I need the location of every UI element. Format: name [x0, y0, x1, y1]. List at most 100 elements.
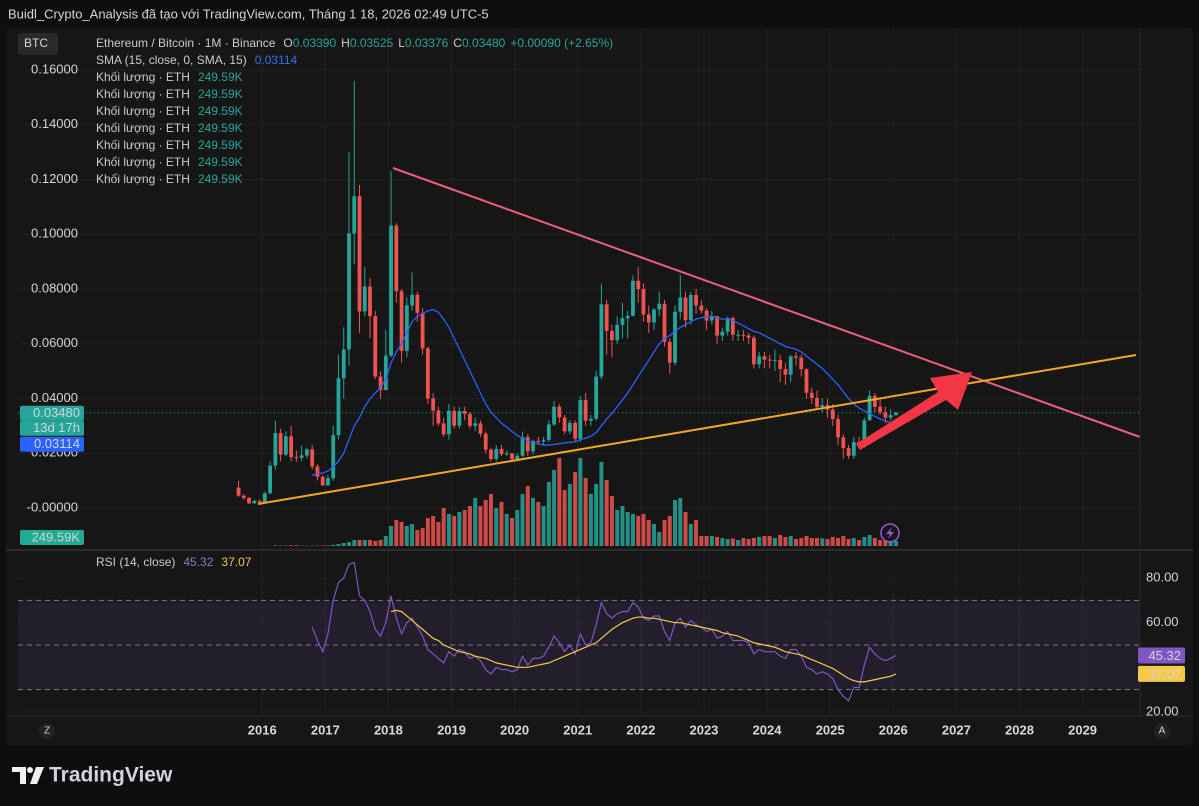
volume-bar — [541, 506, 546, 546]
volume-bar — [709, 536, 714, 546]
candle-body — [504, 453, 509, 455]
y-tick-label: 0.04000 — [31, 390, 78, 405]
candle-body — [867, 395, 872, 421]
candle-body — [715, 316, 719, 336]
candle-body — [462, 411, 467, 414]
volume-bar — [510, 518, 515, 546]
axis-button-label[interactable]: Z — [44, 726, 50, 737]
support-trendline — [257, 354, 1137, 505]
axis-button[interactable] — [1154, 723, 1170, 739]
volume-bar — [357, 540, 362, 546]
candle-body — [310, 449, 315, 467]
candle-body — [352, 196, 357, 234]
volume-bar — [325, 545, 330, 546]
candle-body — [273, 432, 278, 466]
candle-body — [483, 433, 488, 450]
candle-body — [378, 376, 383, 391]
volume-bar — [772, 538, 777, 546]
volume-bar — [730, 538, 735, 546]
axis-button[interactable] — [39, 723, 55, 739]
candle-body — [341, 349, 346, 379]
symbol-button-label[interactable]: BTC — [24, 36, 48, 50]
candle-body — [583, 400, 588, 421]
volume-legend-name: Khối lượng · ETH — [96, 87, 190, 101]
candle-body — [846, 448, 851, 456]
rsi-badge-label: 37.07 — [1148, 666, 1181, 681]
candle-body — [862, 420, 867, 445]
candle-body — [594, 376, 599, 419]
axis-button-label[interactable]: A — [1159, 726, 1166, 737]
candle-body — [736, 334, 741, 336]
x-tick-label: 2025 — [816, 722, 845, 737]
volume-bar — [767, 536, 772, 546]
volume-bar — [609, 496, 614, 546]
candle-body — [546, 424, 551, 440]
countdown-badge — [20, 420, 84, 436]
volume-bar — [394, 520, 399, 546]
candle-body — [404, 305, 409, 351]
candle-body — [478, 423, 483, 434]
candle-body — [841, 437, 846, 449]
symbol-button[interactable] — [18, 33, 58, 55]
volume-legend-value: 249.59K — [198, 104, 243, 118]
candle-body — [625, 315, 630, 319]
logo-mark — [12, 767, 26, 784]
x-tick-label: 2016 — [248, 722, 277, 737]
volume-bar — [851, 538, 856, 546]
volume-bar — [341, 543, 346, 546]
candle-body — [262, 493, 267, 503]
x-tick-label: 2018 — [374, 722, 403, 737]
candle-body — [336, 378, 341, 436]
volume-bar — [762, 536, 767, 546]
volume-legend-value: 249.59K — [198, 70, 243, 84]
candle-body — [520, 437, 525, 456]
candle-body — [252, 500, 257, 504]
candle-body — [562, 417, 567, 432]
y-tick-label: 60.00 — [1146, 614, 1179, 629]
countdown-label: 13d 17h — [33, 420, 80, 435]
candle-body — [783, 368, 788, 375]
volume-bar — [504, 514, 509, 546]
candle-body — [615, 324, 620, 341]
volume-bar — [678, 498, 683, 546]
rsi-badge — [1138, 647, 1185, 664]
candle-body — [673, 311, 677, 363]
candle-body — [699, 305, 704, 311]
candle-body — [730, 318, 735, 335]
volume-bar — [494, 508, 499, 546]
volume-bar — [588, 494, 593, 546]
volume-bar — [373, 541, 378, 546]
rsi-ma-value: 37.07 — [221, 555, 251, 569]
volume-legend-name: Khối lượng · ETH — [96, 155, 190, 169]
volume-legend: Khối lượng · ETH 249.59K — [96, 87, 243, 101]
candle-body — [305, 449, 309, 456]
y-tick-label: 80.00 — [1146, 569, 1179, 584]
volume-legend-name: Khối lượng · ETH — [96, 70, 190, 84]
volume-bar — [878, 540, 883, 546]
volume-bar — [720, 538, 725, 546]
ohlc-letter: H — [341, 36, 350, 50]
candle-body — [373, 316, 378, 377]
volume-bar — [867, 535, 872, 546]
candle-body — [567, 422, 572, 432]
alert-icon-bolt — [886, 527, 894, 539]
candle-body — [326, 478, 330, 486]
sma-badge-label: 0.03114 — [34, 436, 80, 451]
candle-body — [762, 356, 767, 360]
volume-bar — [578, 458, 583, 546]
sma-line — [312, 308, 896, 476]
volume-bar — [331, 544, 336, 546]
volume-bar — [704, 536, 709, 546]
candle-body — [773, 359, 777, 361]
x-tick-label: 2022 — [626, 722, 655, 737]
alert-icon[interactable] — [880, 523, 900, 543]
volume-legend-name: Khối lượng · ETH — [96, 104, 190, 118]
volume-bar — [741, 538, 746, 546]
candle-body — [436, 410, 441, 424]
candle-body — [573, 422, 578, 439]
candle-body — [499, 448, 504, 455]
volume-bar — [478, 506, 483, 546]
y-tick-label: 0.06000 — [31, 335, 78, 350]
y-tick-label: -0.00000 — [27, 499, 78, 514]
volume-bar — [836, 538, 841, 546]
